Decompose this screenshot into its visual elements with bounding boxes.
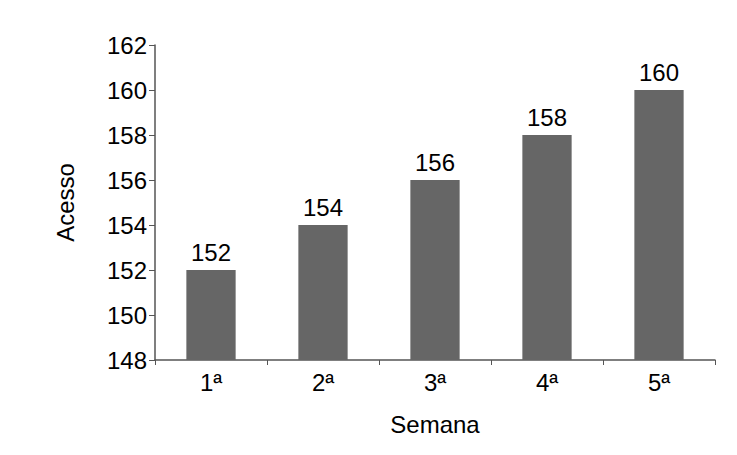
svg-text:Acesso: Acesso (52, 163, 79, 242)
svg-text:3ª: 3ª (424, 369, 446, 396)
svg-text:156: 156 (107, 167, 147, 194)
svg-text:150: 150 (107, 302, 147, 329)
svg-text:152: 152 (191, 239, 231, 266)
svg-text:Semana: Semana (390, 411, 480, 438)
svg-text:4ª: 4ª (536, 369, 558, 396)
svg-text:154: 154 (107, 212, 147, 239)
svg-text:160: 160 (639, 59, 679, 86)
svg-text:5ª: 5ª (648, 369, 670, 396)
svg-text:1ª: 1ª (200, 369, 222, 396)
svg-text:2ª: 2ª (312, 369, 334, 396)
svg-text:148: 148 (107, 347, 147, 374)
svg-text:160: 160 (107, 77, 147, 104)
svg-text:158: 158 (527, 104, 567, 131)
svg-text:162: 162 (107, 32, 147, 59)
svg-text:158: 158 (107, 122, 147, 149)
svg-text:152: 152 (107, 257, 147, 284)
svg-text:154: 154 (303, 194, 343, 221)
svg-text:156: 156 (415, 149, 455, 176)
